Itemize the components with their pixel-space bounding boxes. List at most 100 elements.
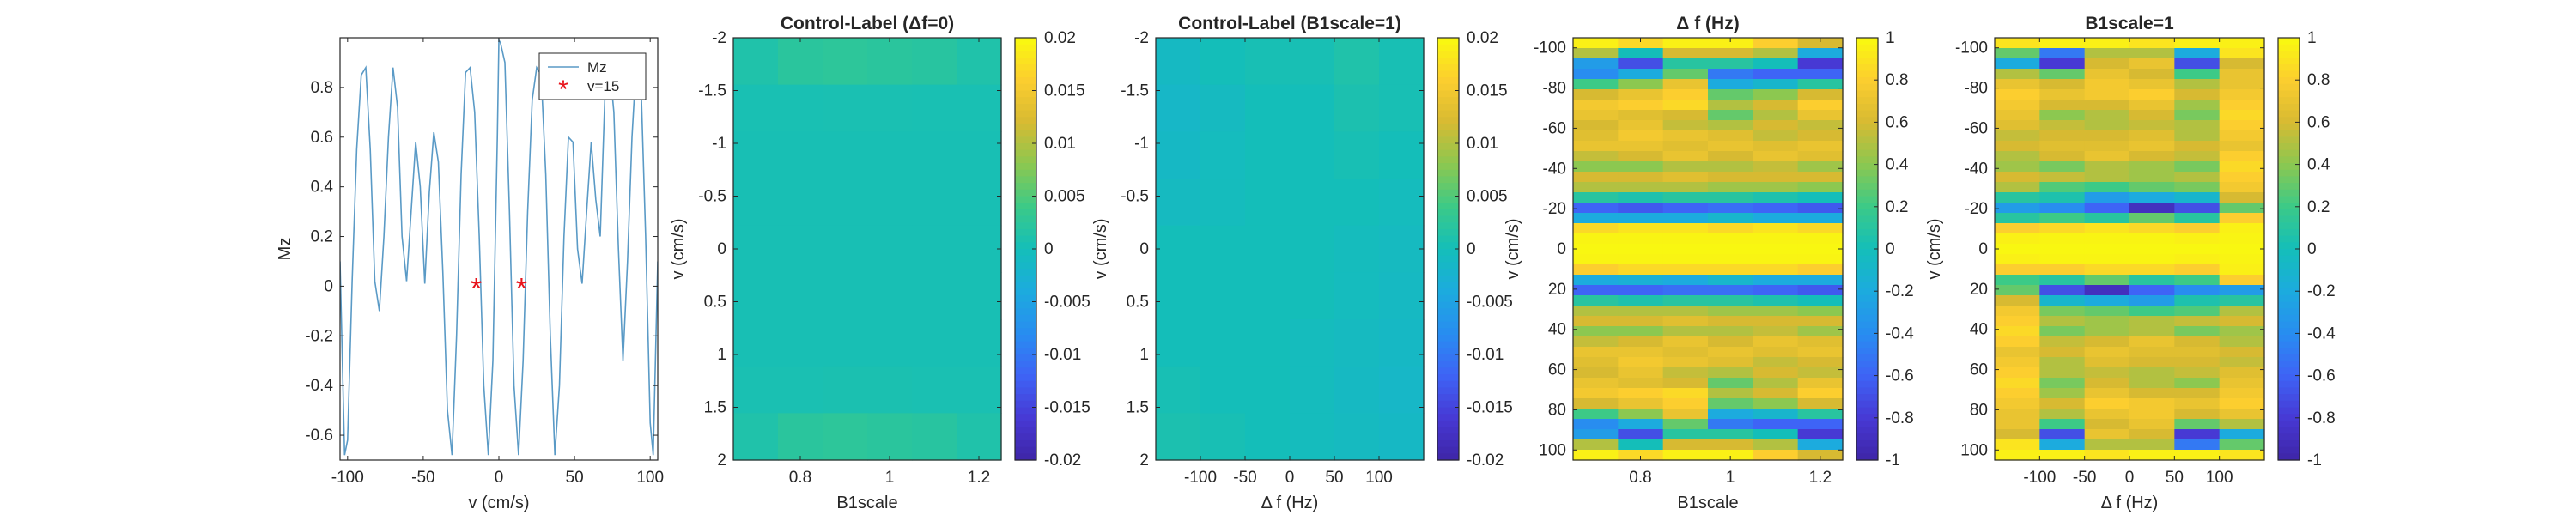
heatmap-cell <box>1662 69 1709 80</box>
heatmap-cell <box>1995 367 2040 379</box>
colorbar-swatch <box>1437 51 1459 58</box>
heatmap-cell <box>2174 100 2221 111</box>
heatmap-cell <box>2219 419 2265 430</box>
legend: Mz * v=15 <box>538 52 647 104</box>
heatmap-cell <box>1753 203 1799 214</box>
colorbar-swatch <box>2278 183 2300 191</box>
heatmap-cell <box>1245 272 1291 320</box>
heatmap-cell <box>2084 357 2130 368</box>
colorbar-tick-label: -0.02 <box>1044 451 1081 470</box>
colorbar-swatch <box>1015 400 1036 409</box>
colorbar-swatch <box>2278 341 2300 348</box>
heatmap-cell <box>1662 244 1709 255</box>
heatmap-cell <box>2174 378 2221 389</box>
heatmap-cell <box>2129 100 2175 111</box>
y-tick-label: 0.6 <box>311 129 333 147</box>
colorbar-swatch <box>1856 380 1878 389</box>
colorbar-swatch <box>1437 228 1459 237</box>
heatmap-cell <box>1797 110 1844 121</box>
heatmap-cell <box>2174 244 2221 255</box>
heatmap-cell <box>2219 192 2265 203</box>
colorbar-swatch <box>1856 367 1878 375</box>
heatmap-cell <box>1618 192 1664 203</box>
colorbar-swatch <box>1015 83 1036 92</box>
heatmap-cell <box>1708 347 1753 358</box>
colorbar-swatch <box>1856 64 1878 72</box>
heatmap-cell <box>1618 419 1664 430</box>
heatmap-cell <box>1618 295 1664 306</box>
x-tick-label: 0 <box>2125 469 2135 487</box>
heatmap-cell <box>2084 120 2130 131</box>
heatmap-cell <box>1797 347 1844 358</box>
heatmap-cell <box>1245 179 1291 227</box>
colorbar-swatch <box>1856 321 1878 329</box>
heatmap-cell <box>957 131 1002 179</box>
x-axis-label: v (cm/s) <box>468 494 529 512</box>
heatmap-cell <box>1662 120 1709 131</box>
heatmap-cell <box>1200 272 1246 320</box>
heatmap-cell <box>2174 203 2221 214</box>
colorbar-swatch <box>2278 103 2300 112</box>
heatmap-cell <box>2129 316 2175 327</box>
colorbar: -1 -0.8 -0.6 -0.4 -0.2 0 0.2 0.4 0.6 0.8 1 <box>2277 29 2336 470</box>
heatmap-cell <box>1618 275 1664 286</box>
heatmap-cell <box>1662 316 1709 327</box>
colorbar-swatch <box>2278 222 2300 230</box>
heatmap-cell <box>1662 48 1709 59</box>
heatmap-cell <box>2174 161 2221 173</box>
heatmap-cell <box>1797 367 1844 379</box>
y-tick-label: 1.5 <box>1127 399 1149 417</box>
x-tick-label: -100 <box>1184 469 1217 487</box>
heatmap-cell <box>1995 306 2040 317</box>
heatmap-cell <box>2084 398 2130 409</box>
colorbar-swatch <box>1437 196 1459 203</box>
y-tick-label: -80 <box>1543 80 1566 98</box>
heatmap-cell <box>2129 388 2175 399</box>
heatmap-cell <box>823 225 868 273</box>
colorbar-swatch <box>1015 136 1036 144</box>
x-axis-label: Δ f (Hz) <box>2101 494 2159 512</box>
colorbar-swatch <box>1437 183 1459 191</box>
heatmap-cell <box>1379 84 1425 132</box>
heatmap-cell <box>2084 306 2130 317</box>
heatmap-cell <box>1708 254 1753 265</box>
heatmap-cell <box>912 131 957 179</box>
heatmap-cell <box>1797 254 1844 265</box>
colorbar-swatch <box>1437 262 1459 270</box>
heatmap-cell <box>1753 336 1799 348</box>
colorbar-swatch <box>1015 288 1036 296</box>
heatmap-cell <box>2039 275 2086 286</box>
colorbar-swatch <box>1856 90 1878 98</box>
y-tick-label: 100 <box>1539 441 1566 459</box>
heatmap-cell <box>1708 233 1753 245</box>
heatmap-cell <box>2084 264 2130 276</box>
heatmap-cell <box>2084 450 2130 461</box>
heatmap-cell <box>2039 285 2086 296</box>
colorbar-swatch <box>2278 288 2300 296</box>
heatmap-cell <box>1290 272 1335 320</box>
heatmap-cell <box>1995 275 2040 286</box>
heatmap-cell <box>1379 413 1425 461</box>
colorbar-swatch <box>1015 328 1036 336</box>
heatmap-cell <box>912 179 957 227</box>
heatmap-cell <box>2129 264 2175 276</box>
heatmap-cell <box>2129 285 2175 296</box>
heatmap-cell <box>1708 203 1753 214</box>
colorbar-swatch <box>1437 222 1459 230</box>
colorbar-swatch <box>2278 453 2300 461</box>
heatmap-cell <box>2084 203 2130 214</box>
colorbar-swatch <box>1437 117 1459 124</box>
heatmap-cell <box>2219 182 2265 193</box>
heatmap-cell <box>1156 179 1201 227</box>
heatmap-cell <box>2129 79 2175 90</box>
x-tick-label: 100 <box>1365 469 1393 487</box>
colorbar-tick-label: -1 <box>1886 451 1900 470</box>
colorbar-swatch <box>1437 282 1459 289</box>
x-axis-label: B1scale <box>1677 494 1738 512</box>
heatmap-cell <box>1662 182 1709 193</box>
heatmap-cell <box>2129 347 2175 358</box>
colorbar-swatch <box>1856 169 1878 178</box>
heatmap-cell <box>733 272 779 320</box>
y-tick-label: 1.5 <box>704 399 726 417</box>
x-tick-label: 0.8 <box>789 469 811 487</box>
